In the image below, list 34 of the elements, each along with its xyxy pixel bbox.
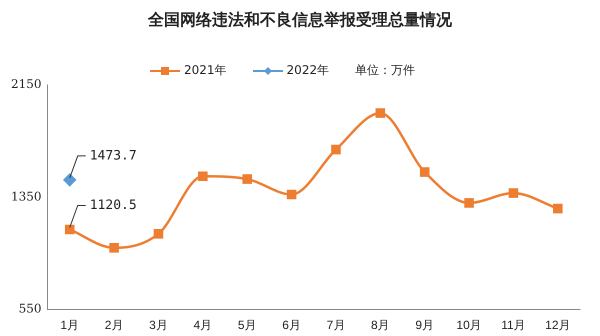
text: 单位：万件 (355, 62, 416, 79)
y-tick-label: 2150 (10, 77, 42, 92)
point (376, 108, 386, 118)
legend-label: 2021年 (184, 62, 227, 79)
x-tick-label: 7月 (326, 318, 346, 332)
x-tick-label: 6月 (282, 318, 301, 332)
x-tick-label: 1月 (60, 318, 80, 332)
point (154, 229, 164, 239)
legend-label: 2022年 (286, 62, 330, 79)
data-label: 1120.5 (90, 198, 137, 213)
y-tick-label: 1350 (10, 189, 42, 204)
x-tick-label: 11月 (501, 318, 526, 332)
x-tick-label: 12月 (545, 318, 570, 332)
x-tick-label: 10月 (456, 318, 482, 332)
x-tick-label: 9月 (415, 318, 434, 332)
point (198, 171, 208, 182)
point (63, 174, 76, 186)
y-tick-label: 550 (18, 302, 42, 316)
data-label: 1473.7 (90, 148, 137, 164)
point (242, 174, 252, 184)
x-tick-label: 8月 (370, 318, 390, 332)
point (420, 167, 430, 177)
point (508, 188, 518, 198)
x-tick-label: 4月 (193, 318, 212, 332)
point (109, 243, 119, 253)
point (64, 224, 75, 234)
chart-title: 全国网络违法和不良信息举报受理总量情况 (146, 10, 453, 31)
x-tick-label: 3月 (149, 318, 168, 332)
point (553, 204, 563, 214)
point (286, 190, 296, 200)
x-tick-label: 2月 (104, 318, 124, 332)
point (331, 144, 341, 154)
point (464, 198, 474, 208)
x-tick-label: 5月 (238, 318, 257, 332)
